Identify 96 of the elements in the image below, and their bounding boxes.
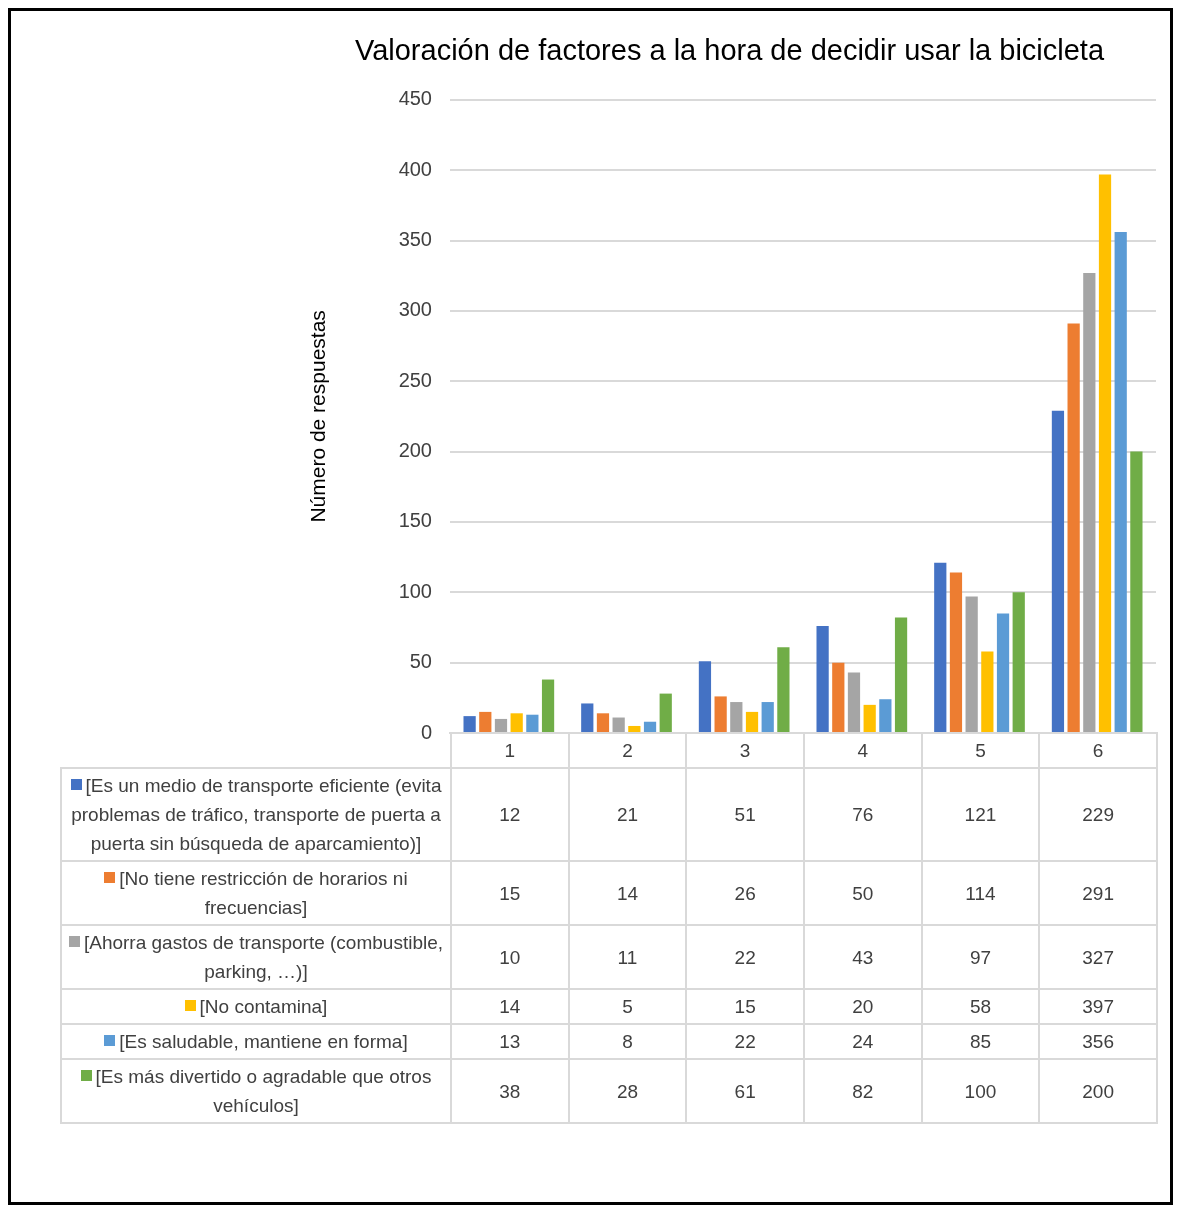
data-label: 229	[1039, 768, 1157, 861]
bar	[832, 662, 845, 732]
bar	[541, 679, 555, 732]
y-axis-title: Número de respuestas	[306, 310, 330, 523]
data-label: 15	[451, 861, 569, 925]
bar	[698, 661, 712, 732]
data-label: 100	[921, 1059, 1040, 1123]
bar	[847, 672, 861, 732]
y-tick-label: 50	[409, 650, 432, 673]
bar	[777, 647, 790, 732]
data-label: 43	[803, 925, 922, 989]
legend-label: [Es saludable, mantiene en forma]	[61, 1024, 451, 1059]
data-label: 50	[803, 861, 922, 925]
bar	[1067, 323, 1080, 732]
bar	[714, 696, 727, 732]
data-label: 14	[451, 989, 569, 1024]
data-label: 10	[451, 925, 569, 989]
data-label: 327	[1039, 925, 1157, 989]
data-label: 5	[568, 989, 687, 1024]
x-tick-label: 4	[803, 733, 922, 768]
data-label: 38	[451, 1059, 569, 1123]
legend-label: [No contamina]	[61, 989, 451, 1024]
data-label: 200	[1039, 1059, 1157, 1123]
x-tick-label: 1	[451, 733, 569, 768]
data-label: 12	[451, 768, 569, 861]
bar	[612, 717, 625, 732]
y-tick-label: 450	[398, 87, 432, 110]
x-tick-label: 3	[686, 733, 804, 768]
data-label: 76	[803, 768, 922, 861]
data-label: 22	[686, 925, 804, 989]
data-label: 61	[686, 1059, 804, 1123]
data-label: 14	[568, 861, 687, 925]
bar	[863, 704, 876, 732]
data-label: 51	[686, 768, 804, 861]
x-tick-label: 5	[921, 733, 1040, 768]
bar	[659, 693, 672, 732]
legend-label: [No tiene restricción de horarios ni frecuencias]	[61, 861, 451, 925]
y-tick-label: 250	[398, 368, 432, 391]
data-label: 85	[921, 1024, 1040, 1059]
y-tick-label: 300	[398, 298, 432, 321]
bar	[1130, 451, 1143, 732]
bar	[816, 626, 829, 732]
data-label: 356	[1039, 1024, 1157, 1059]
data-label: 26	[686, 861, 804, 925]
bar	[981, 651, 994, 732]
bar	[479, 711, 492, 732]
bar	[1051, 410, 1065, 732]
data-label: 20	[803, 989, 922, 1024]
bar	[628, 725, 641, 732]
bar	[494, 718, 508, 732]
data-label: 11	[568, 925, 687, 989]
data-label: 82	[803, 1059, 922, 1123]
data-label: 397	[1039, 989, 1157, 1024]
y-tick-label: 200	[398, 439, 432, 462]
legend-label: [Ahorra gastos de transporte (combustible, parking, …)]	[61, 925, 451, 989]
bar	[879, 699, 892, 732]
data-label: 114	[921, 861, 1040, 925]
data-label: 15	[686, 989, 804, 1024]
bar	[894, 617, 908, 732]
bar	[510, 713, 523, 732]
bar	[581, 703, 594, 732]
data-label: 22	[686, 1024, 804, 1059]
data-label: 97	[921, 925, 1040, 989]
data-label: 13	[451, 1024, 569, 1059]
bar	[730, 702, 743, 732]
bar	[745, 711, 759, 732]
bar	[1083, 272, 1096, 732]
bar	[949, 572, 963, 732]
legend-label: [Es más divertido o agradable que otros vehículos]	[61, 1059, 451, 1123]
x-tick-label: 6	[1039, 733, 1157, 768]
bar	[596, 713, 610, 732]
x-tick-label: 2	[568, 733, 687, 768]
bar	[1114, 232, 1127, 732]
bar	[1098, 174, 1112, 732]
data-label: 24	[803, 1024, 922, 1059]
data-label: 8	[568, 1024, 687, 1059]
bar	[996, 613, 1010, 732]
data-label: 121	[921, 768, 1040, 861]
y-tick-label: 100	[398, 579, 432, 602]
bar	[463, 716, 476, 732]
chart-title: Valoración de factores a la hora de decidir usar la bicicleta	[354, 34, 1105, 67]
data-label: 291	[1039, 861, 1157, 925]
data-label: 28	[568, 1059, 687, 1123]
y-tick-label: 150	[398, 509, 432, 532]
bar	[526, 714, 539, 732]
legend-label: [Es un medio de transporte eficiente (evita problemas de tráfico, transporte de puerta a puerta sin búsqueda de aparcamiento)]	[61, 768, 451, 861]
y-tick-label: 350	[398, 228, 432, 251]
bar	[934, 562, 947, 732]
bar	[1012, 592, 1025, 732]
bar	[643, 721, 657, 732]
data-label: 58	[921, 989, 1040, 1024]
y-tick-label: 400	[398, 157, 432, 180]
y-tick-label: 0	[420, 720, 432, 743]
data-label: 21	[568, 768, 687, 861]
bar	[965, 596, 978, 732]
bar	[761, 702, 774, 732]
